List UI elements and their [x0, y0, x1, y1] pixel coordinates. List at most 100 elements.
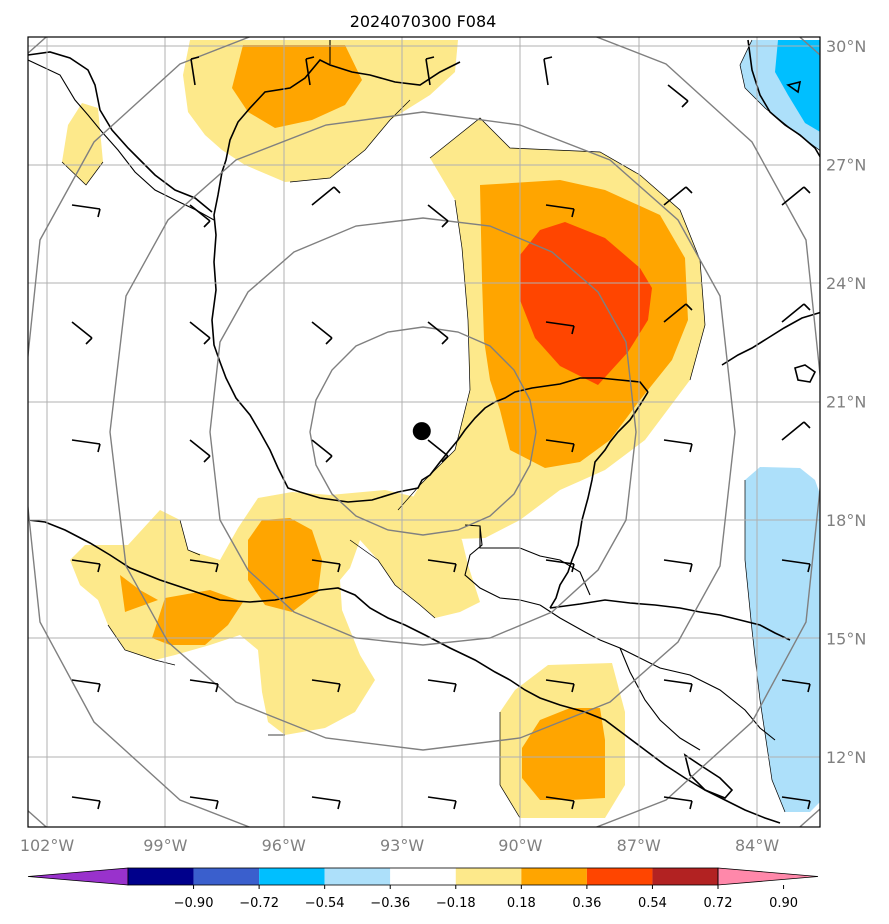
colorbar-tick-label: 0.90 — [769, 896, 798, 911]
contour-orange-gulf-coast — [232, 45, 362, 128]
wind-barb — [663, 559, 693, 573]
wind-barb — [781, 303, 811, 323]
lon-tick-label: 102°W — [20, 836, 75, 855]
lon-tick-label: 87°W — [617, 836, 661, 855]
wind-barb — [71, 439, 101, 453]
colorbar-segment — [193, 868, 260, 885]
wind-barb — [71, 796, 101, 810]
wind-barb — [311, 679, 341, 693]
wind-barb — [427, 321, 449, 345]
lon-tick-label: 93°W — [380, 836, 424, 855]
wind-barb — [781, 559, 811, 573]
contour-redorange-eastern-gulf — [520, 222, 652, 385]
latitude-labels: 30°N 27°N 24°N 21°N 18°N 15°N 12°N — [826, 37, 866, 767]
range-ring-2 — [209, 217, 637, 646]
longitude-labels: 102°W 99°W 96°W 93°W 90°W 87°W 84°W — [20, 836, 780, 855]
wind-barb — [71, 679, 101, 693]
border-texas-mexico — [28, 59, 215, 221]
coastline-cuba — [721, 311, 820, 366]
wind-barb — [545, 796, 575, 810]
lon-tick-label: 90°W — [498, 836, 542, 855]
wind-barb — [189, 559, 219, 573]
wind-barb — [311, 321, 333, 345]
storm-center-marker — [412, 422, 431, 441]
lat-tick-label: 27°N — [826, 156, 866, 175]
wind-barb — [545, 679, 575, 693]
map-frame — [27, 36, 821, 828]
lon-tick-label: 99°W — [143, 836, 187, 855]
colorbar-segment — [586, 868, 653, 885]
colorbar-tick-label: 0.72 — [704, 896, 733, 911]
lat-tick-label: 15°N — [826, 630, 866, 649]
wind-barb — [545, 559, 575, 573]
wind-barb — [543, 56, 553, 86]
lon-tick-label: 96°W — [262, 836, 306, 855]
contour-orange-isthmus — [248, 518, 322, 612]
wind-barbs — [71, 56, 811, 810]
coastline-pacific — [28, 519, 781, 824]
border-central-america — [539, 604, 776, 741]
coastline-northwest — [28, 51, 213, 213]
wind-barb — [189, 679, 219, 693]
colorbar-tick-label: 0.18 — [507, 896, 536, 911]
lat-tick-label: 18°N — [826, 511, 866, 530]
colorbar-segment — [652, 868, 718, 885]
colorbar-segment — [128, 868, 194, 885]
wind-barb — [189, 204, 211, 228]
wind-barb — [781, 796, 811, 810]
wind-barb — [545, 321, 575, 335]
colorbar-tick-label: −0.36 — [370, 896, 410, 911]
colorbar-tick-label: −0.90 — [174, 896, 214, 911]
colorbar-tick-label: −0.54 — [305, 896, 345, 911]
wind-barb — [427, 559, 457, 573]
wind-barb — [190, 56, 200, 86]
coastline-keys — [786, 80, 802, 94]
colorbar-tick-label: 0.36 — [572, 896, 601, 911]
colorbar: −0.90 −0.72 −0.54 −0.36 −0.18 0.18 0.36 0.54 0.7… — [27, 867, 819, 911]
wind-barb — [427, 796, 457, 810]
contour-yellow-inland-mexico — [62, 103, 103, 185]
border-belize — [464, 525, 541, 606]
colorbar-extend-low — [27, 867, 129, 886]
contour-orange-central-america — [522, 708, 605, 800]
borders — [28, 40, 776, 751]
wind-barb — [781, 679, 811, 693]
colorbar-segment — [521, 868, 587, 885]
wind-barb — [663, 186, 693, 206]
colorbar-segment — [455, 868, 522, 885]
contour-lightblue-caribbean — [745, 467, 820, 812]
colorbar-tick-label: −0.18 — [436, 896, 476, 911]
lake-nicaragua — [683, 753, 734, 799]
map-title: 2024070300 F084 — [350, 12, 497, 31]
wind-barb — [311, 559, 341, 573]
wind-barb — [545, 439, 575, 453]
range-ring-3 — [109, 111, 736, 751]
wind-barb — [427, 679, 457, 693]
coastline-honduras-north — [549, 599, 791, 641]
wind-barb — [781, 186, 811, 206]
wind-barb — [189, 321, 211, 345]
wind-barb — [663, 679, 693, 693]
contour-orange-southern-mexico-mid — [152, 590, 243, 645]
wind-barb — [663, 439, 693, 453]
wind-barb — [545, 204, 575, 218]
wind-barb — [663, 796, 693, 810]
range-ring-4 — [28, 37, 820, 827]
wind-barb — [667, 84, 689, 108]
colorbar-segment — [390, 868, 456, 885]
lon-tick-label: 84°W — [735, 836, 779, 855]
colorbar-extend-high — [717, 867, 819, 886]
colorbar-tick-label: −0.72 — [239, 896, 279, 911]
range-ring-1 — [309, 326, 537, 536]
wind-barb — [311, 439, 333, 463]
colorbar-outline — [127, 867, 719, 886]
contour-orange-southern-mexico-west — [120, 575, 158, 612]
wind-barb — [425, 56, 435, 86]
wind-barb — [71, 321, 93, 345]
lat-tick-label: 30°N — [826, 37, 866, 56]
graticule — [28, 37, 820, 827]
wind-barb — [189, 796, 219, 810]
